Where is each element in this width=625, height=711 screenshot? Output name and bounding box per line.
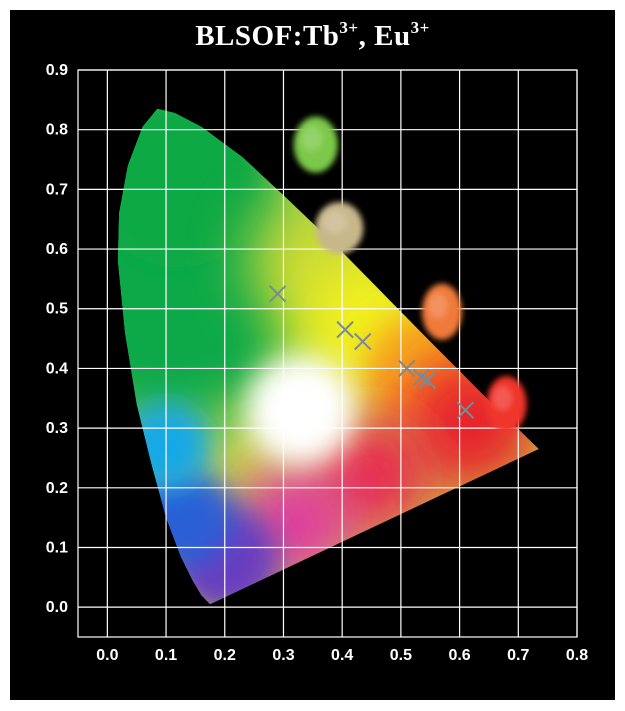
sample-photo-1 (293, 116, 338, 173)
y-tick-label: 0.9 (46, 62, 68, 79)
chromaticity-gamut (117, 108, 539, 605)
chart-title: BLSOF:Tb3+, Eu3+ (195, 18, 430, 52)
y-tick-label: 0.0 (46, 599, 68, 616)
x-tick-label: 0.3 (272, 647, 294, 664)
data-point (268, 285, 287, 303)
x-tick-label: 0.6 (448, 647, 470, 664)
data-point (398, 359, 416, 378)
x-tick-label: 0.7 (507, 647, 529, 664)
data-point (418, 371, 437, 390)
y-tick-label: 0.6 (46, 241, 68, 258)
white-point-region (246, 355, 357, 466)
data-point (412, 368, 431, 387)
y-tick-label: 0.1 (46, 539, 68, 556)
y-tick-label: 0.5 (46, 301, 68, 318)
x-tick-label: 0.8 (566, 647, 588, 664)
sample-photo-3 (421, 283, 462, 340)
y-axis-ticks: 0.0 0.1 0.2 0.3 0.4 0.5 0.6 0.7 0.8 0.9 (46, 62, 68, 616)
x-tick-label: 0.2 (214, 647, 236, 664)
x-tick-label: 0.4 (331, 647, 353, 664)
x-tick-label: 0.0 (96, 647, 118, 664)
y-tick-label: 0.2 (46, 480, 68, 497)
x-axis-ticks: 0.0 0.1 0.2 0.3 0.4 0.5 0.6 0.7 0.8 (96, 647, 588, 664)
data-point (336, 320, 354, 339)
x-tick-label: 0.5 (390, 647, 412, 664)
y-tick-label: 0.3 (46, 420, 68, 437)
data-point (456, 401, 475, 419)
green-region-top (117, 108, 268, 268)
sample-photo-2 (315, 202, 364, 255)
sample-photo-4 (486, 376, 527, 433)
y-tick-label: 0.4 (46, 360, 68, 377)
y-tick-label: 0.7 (46, 181, 68, 198)
grid (77, 69, 578, 638)
data-point (354, 332, 372, 351)
x-tick-label: 0.1 (155, 647, 177, 664)
y-tick-label: 0.8 (46, 122, 68, 139)
sample-photos (293, 116, 527, 433)
data-markers (268, 285, 475, 419)
